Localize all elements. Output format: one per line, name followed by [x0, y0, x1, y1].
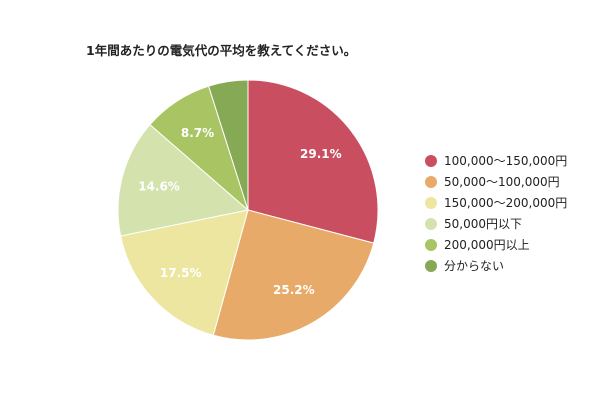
legend-item-6: 分からない: [425, 255, 567, 276]
pie-slice-2: [212, 209, 375, 341]
legend-label-5: 200,000円以上: [444, 238, 530, 252]
legend-item-2: 50,000～100,000円: [425, 171, 567, 192]
legend-item-5: 200,000円以上: [425, 234, 567, 255]
slice-label-4: 14.6%: [138, 180, 180, 194]
pie-slice-labels: 29.1% 25.2% 17.5% 14.6% 8.7%: [138, 126, 341, 297]
chart-title: 1年間あたりの電気代の平均を教えてください。: [86, 43, 357, 58]
pie-slice-1: [247, 79, 379, 244]
slice-label-2: 25.2%: [273, 283, 315, 297]
pie-slice-4: [117, 123, 250, 237]
legend-swatch-4: [425, 217, 437, 230]
legend-swatch-6: [425, 259, 437, 272]
legend-item-1: 100,000～150,000円: [425, 150, 567, 171]
legend-label-1: 100,000～150,000円: [444, 154, 568, 168]
legend-label-4: 50,000円以下: [444, 217, 522, 231]
slice-label-3: 17.5%: [160, 266, 202, 280]
legend-swatch-5: [425, 238, 437, 251]
pie-slices: [117, 79, 379, 341]
slice-label-1: 29.1%: [300, 147, 342, 161]
pie-slice-6: [207, 79, 249, 211]
legend-swatch-2: [425, 175, 437, 188]
legend-label-3: 150,000～200,000円: [444, 196, 568, 210]
legend-label-6: 分からない: [444, 259, 505, 273]
legend-label-2: 50,000～100,000円: [444, 175, 560, 189]
legend-item-3: 150,000～200,000円: [425, 192, 567, 213]
legend-swatch-1: [425, 154, 437, 167]
legend-swatch-3: [425, 196, 437, 209]
pie-slice-3: [120, 209, 249, 336]
chart-legend: 100,000～150,000円 50,000～100,000円 150,000～2…: [425, 150, 567, 276]
slice-label-5: 8.7%: [181, 126, 214, 140]
legend-item-4: 50,000円以下: [425, 213, 567, 234]
